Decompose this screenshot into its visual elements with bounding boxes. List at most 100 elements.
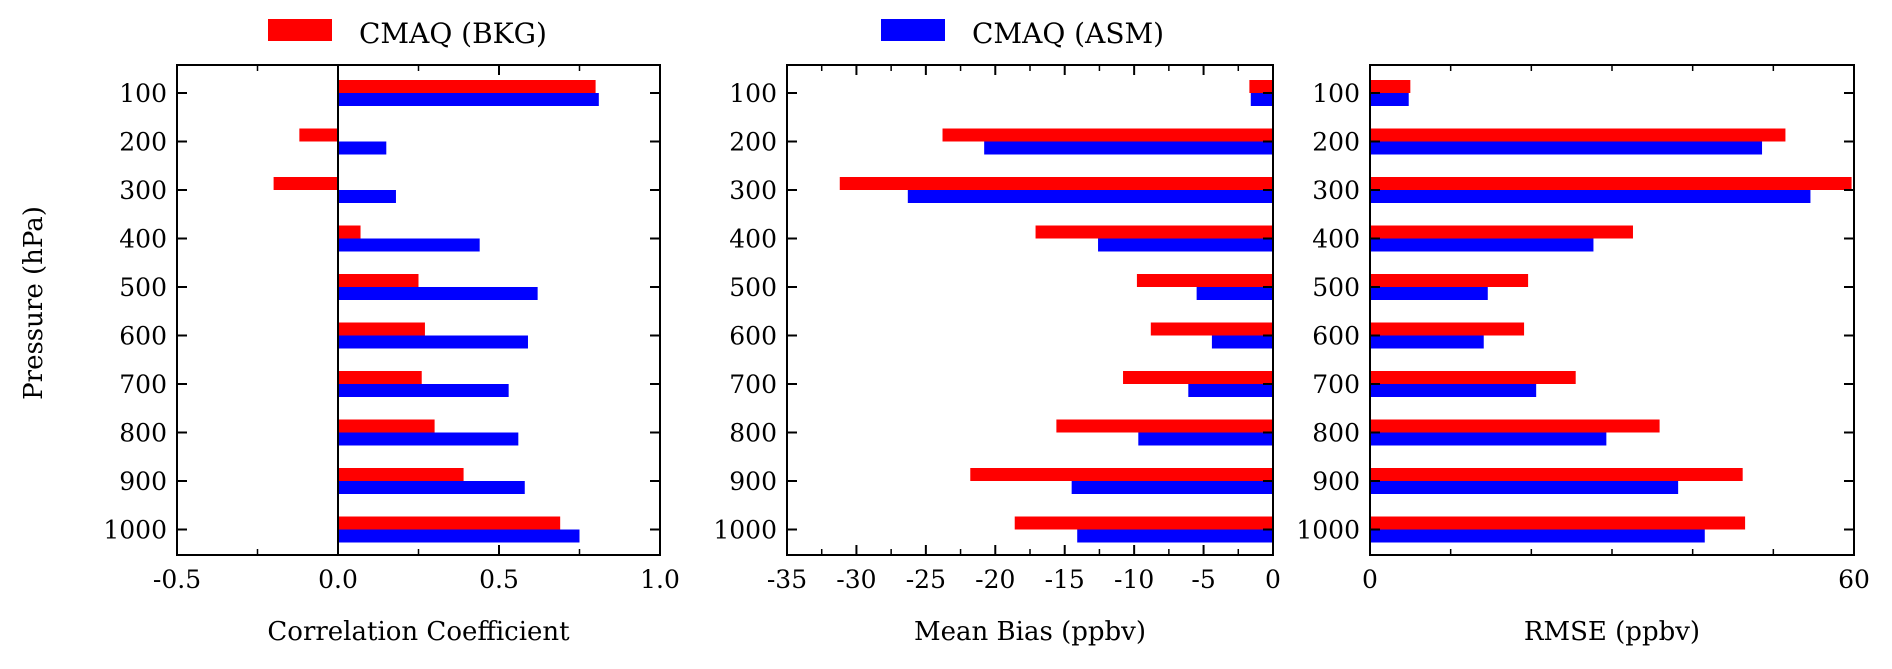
x-tick-label: 1.0 bbox=[640, 565, 680, 594]
bar-bkg-200 bbox=[1370, 128, 1786, 142]
bar-bkg-400 bbox=[1035, 225, 1273, 239]
bar-asm-600 bbox=[1370, 335, 1484, 349]
y-tick-label-400: 400 bbox=[729, 225, 777, 254]
x-tick-label: -30 bbox=[836, 565, 876, 594]
y-tick-label-600: 600 bbox=[119, 322, 167, 351]
bar-asm-100 bbox=[1370, 93, 1409, 106]
bar-bkg-900 bbox=[338, 468, 464, 481]
bar-asm-400 bbox=[338, 238, 480, 252]
legend-label-bkg: CMAQ (BKG) bbox=[359, 17, 547, 50]
y-tick-label-900: 900 bbox=[1312, 467, 1360, 496]
bar-bkg-900 bbox=[970, 468, 1273, 481]
y-tick-label-300: 300 bbox=[1312, 176, 1360, 205]
x-tick-label: -20 bbox=[975, 565, 1015, 594]
bar-asm-1000 bbox=[1077, 529, 1273, 543]
bar-bkg-1000 bbox=[1014, 516, 1273, 530]
x-tick-label: 0.5 bbox=[479, 565, 519, 594]
bar-asm-400 bbox=[1098, 238, 1273, 252]
bar-bkg-1000 bbox=[1370, 516, 1746, 530]
x-tick-label: 60 bbox=[1838, 565, 1870, 594]
bar-asm-700 bbox=[1188, 384, 1273, 397]
legend-label-asm: CMAQ (ASM) bbox=[972, 17, 1164, 50]
x-tick-label: -35 bbox=[767, 565, 807, 594]
y-tick-label-800: 800 bbox=[119, 419, 167, 448]
y-tick-label-200: 200 bbox=[729, 128, 777, 157]
y-tick-label-700: 700 bbox=[729, 370, 777, 399]
bar-asm-500 bbox=[338, 287, 538, 300]
bar-asm-500 bbox=[1196, 287, 1273, 300]
y-tick-label-500: 500 bbox=[119, 273, 167, 302]
bar-asm-400 bbox=[1370, 238, 1594, 252]
y-tick-label-100: 100 bbox=[119, 79, 167, 108]
bar-asm-200 bbox=[338, 141, 387, 155]
y-tick-label-1000: 1000 bbox=[103, 516, 167, 545]
bar-bkg-800 bbox=[1370, 419, 1660, 433]
bar-asm-600 bbox=[338, 335, 528, 349]
bar-bkg-600 bbox=[1370, 322, 1525, 336]
y-tick-label-800: 800 bbox=[1312, 419, 1360, 448]
bar-bkg-600 bbox=[338, 322, 425, 336]
x-axis-title: Mean Bias (ppbv) bbox=[914, 617, 1146, 647]
y-tick-label-900: 900 bbox=[729, 467, 777, 496]
bar-asm-800 bbox=[1370, 432, 1607, 446]
legend: CMAQ (BKG) CMAQ (ASM) bbox=[268, 17, 1164, 50]
bar-bkg-900 bbox=[1370, 468, 1743, 481]
x-tick-label: -25 bbox=[906, 565, 946, 594]
bar-bkg-500 bbox=[1136, 274, 1273, 287]
y-tick-label-800: 800 bbox=[729, 419, 777, 448]
y-tick-label-300: 300 bbox=[119, 176, 167, 205]
x-tick-label: 0 bbox=[1265, 565, 1281, 594]
y-tick-label-300: 300 bbox=[729, 176, 777, 205]
bar-asm-1000 bbox=[338, 529, 580, 543]
bar-bkg-100 bbox=[1249, 80, 1273, 93]
x-axis-title: RMSE (ppbv) bbox=[1524, 617, 1700, 647]
bar-asm-700 bbox=[1370, 384, 1537, 397]
bar-bkg-700 bbox=[1370, 371, 1576, 384]
bar-bkg-700 bbox=[1123, 371, 1273, 384]
x-tick-label: 0.0 bbox=[318, 565, 358, 594]
bar-asm-700 bbox=[338, 384, 509, 397]
bar-bkg-400 bbox=[338, 225, 361, 239]
y-tick-label-600: 600 bbox=[729, 322, 777, 351]
y-tick-label-600: 600 bbox=[1312, 322, 1360, 351]
x-tick-label: -15 bbox=[1045, 565, 1085, 594]
y-tick-label-200: 200 bbox=[119, 128, 167, 157]
y-tick-label-100: 100 bbox=[729, 79, 777, 108]
bar-bkg-500 bbox=[1370, 274, 1529, 287]
bar-asm-300 bbox=[907, 190, 1273, 203]
bar-asm-800 bbox=[338, 432, 519, 446]
bar-asm-800 bbox=[1138, 432, 1273, 446]
bar-bkg-400 bbox=[1370, 225, 1633, 239]
y-tick-label-400: 400 bbox=[119, 225, 167, 254]
bar-bkg-600 bbox=[1150, 322, 1273, 336]
bar-asm-600 bbox=[1211, 335, 1273, 349]
x-tick-label: -0.5 bbox=[153, 565, 201, 594]
y-tick-label-1000: 1000 bbox=[713, 516, 777, 545]
bar-asm-100 bbox=[338, 93, 599, 106]
x-tick-label: -10 bbox=[1114, 565, 1154, 594]
bar-asm-900 bbox=[1370, 481, 1679, 494]
legend-swatch-bkg bbox=[268, 19, 332, 41]
y-tick-label-700: 700 bbox=[119, 370, 167, 399]
chart-panel-1: -0.5 0.0 0.5 1.0 100 200 300 400 500 600 700 800 900… bbox=[103, 64, 680, 647]
bar-bkg-200 bbox=[942, 128, 1273, 142]
bar-bkg-300 bbox=[839, 177, 1273, 190]
bar-asm-1000 bbox=[1370, 529, 1705, 543]
y-tick-label-1000: 1000 bbox=[1296, 516, 1360, 545]
x-tick-label: -5 bbox=[1191, 565, 1215, 594]
y-tick-label-900: 900 bbox=[119, 467, 167, 496]
bar-bkg-300 bbox=[1370, 177, 1852, 190]
bar-bkg-100 bbox=[1370, 80, 1411, 93]
chart-panel-2: -35 -30 -25 -20 -15 -10 -5 0 100 200 300 400 500 600 7… bbox=[713, 64, 1281, 647]
bar-asm-900 bbox=[1071, 481, 1273, 494]
bar-asm-300 bbox=[1370, 190, 1811, 203]
bar-bkg-700 bbox=[338, 371, 422, 384]
bar-bkg-1000 bbox=[338, 516, 561, 530]
bar-bkg-800 bbox=[1056, 419, 1273, 433]
bar-asm-200 bbox=[984, 141, 1273, 155]
y-tick-label-500: 500 bbox=[729, 273, 777, 302]
bar-asm-100 bbox=[1250, 93, 1273, 106]
legend-swatch-asm bbox=[881, 19, 945, 41]
y-tick-label-400: 400 bbox=[1312, 225, 1360, 254]
